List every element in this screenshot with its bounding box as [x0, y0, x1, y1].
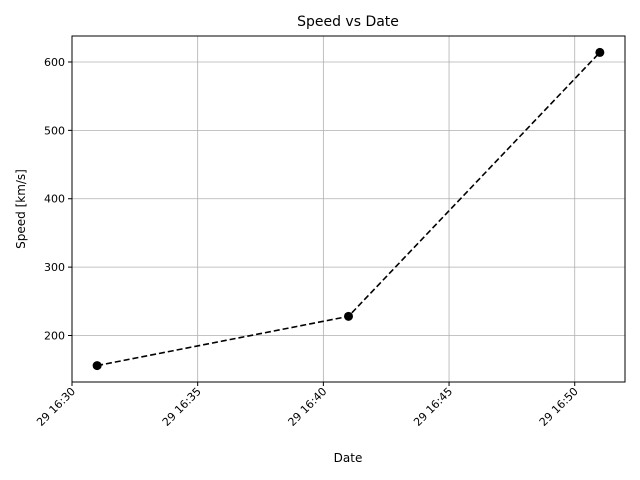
data-point-0-2	[595, 47, 605, 57]
x-axis-ticks: 29 16:30 29 16:35 29 16:40 29 16:45 29 16:50	[34, 382, 581, 429]
x-tick-label-0: 29 16:30	[34, 385, 78, 429]
series-group	[92, 47, 605, 371]
y-tick-label-3: 500	[44, 124, 65, 137]
data-point-0-0	[92, 361, 102, 371]
grid-lines	[71, 36, 625, 382]
data-point-0-1	[344, 311, 353, 321]
x-tick-label-2: 29 16:40	[286, 385, 330, 429]
chart-title: Speed vs Date	[297, 14, 399, 30]
x-axis-label: Date	[334, 451, 363, 465]
x-tick-label-4: 29 16:50	[537, 385, 581, 429]
x-tick-label-1: 29 16:35	[160, 385, 204, 429]
x-tick-label-3: 29 16:45	[411, 385, 455, 429]
y-axis-ticks: 200 300 400 500 600	[44, 56, 72, 343]
axes-frame	[71, 35, 626, 383]
y-tick-label-4: 600	[44, 56, 65, 69]
y-tick-label-2: 400	[44, 193, 65, 206]
y-axis-label: Speed [km/s]	[14, 169, 28, 249]
y-tick-label-1: 300	[44, 261, 65, 274]
y-tick-label-0: 200	[44, 330, 65, 343]
